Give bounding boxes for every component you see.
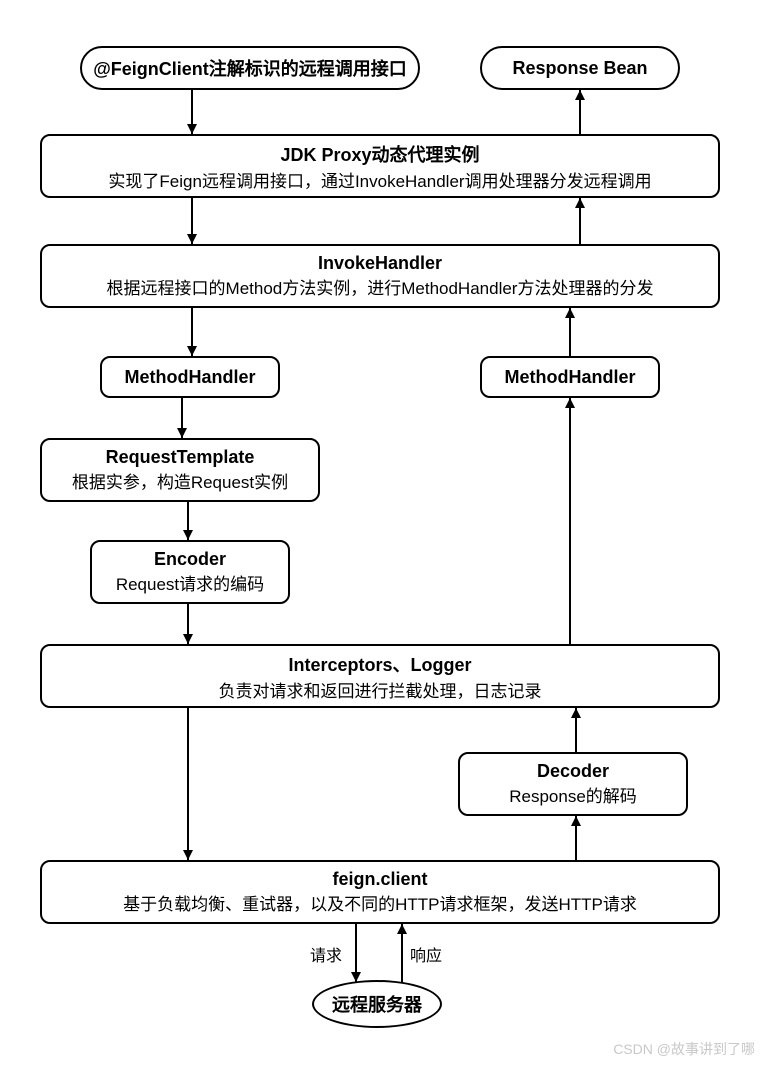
node-subtitle: 根据实参，构造Request实例	[72, 468, 288, 493]
node-title: InvokeHandler	[318, 253, 442, 274]
node-title: MethodHandler	[124, 367, 255, 388]
node-subtitle: 基于负载均衡、重试器，以及不同的HTTP请求框架，发送HTTP请求	[123, 890, 637, 915]
node-responseBean: Response Bean	[480, 46, 680, 90]
node-title: MethodHandler	[504, 367, 635, 388]
node-encoder: EncoderRequest请求的编码	[90, 540, 290, 604]
node-feignClient: @FeignClient注解标识的远程调用接口	[80, 46, 420, 90]
edge-label: 响应	[410, 942, 442, 966]
node-interceptors: Interceptors、Logger负责对请求和返回进行拦截处理，日志记录	[40, 644, 720, 708]
node-subtitle: Request请求的编码	[116, 570, 264, 595]
edge-label: 请求	[310, 942, 342, 966]
watermark: CSDN @故事讲到了哪	[613, 1039, 755, 1059]
node-methodHandlerR: MethodHandler	[480, 356, 660, 398]
node-subtitle: Response的解码	[509, 782, 637, 807]
node-title: feign.client	[332, 869, 427, 890]
node-methodHandlerL: MethodHandler	[100, 356, 280, 398]
node-title: 远程服务器	[332, 991, 422, 1017]
node-subtitle: 实现了Feign远程调用接口，通过InvokeHandler调用处理器分发远程调…	[108, 167, 651, 192]
node-invokeHandler: InvokeHandler根据远程接口的Method方法实例，进行MethodH…	[40, 244, 720, 308]
node-server: 远程服务器	[312, 980, 442, 1028]
node-title: JDK Proxy动态代理实例	[280, 141, 479, 167]
node-subtitle: 根据远程接口的Method方法实例，进行MethodHandler方法处理器的分…	[107, 274, 654, 299]
node-subtitle: 负责对请求和返回进行拦截处理，日志记录	[219, 677, 542, 702]
node-requestTemplate: RequestTemplate根据实参，构造Request实例	[40, 438, 320, 502]
node-jdkProxy: JDK Proxy动态代理实例实现了Feign远程调用接口，通过InvokeHa…	[40, 134, 720, 198]
node-feignclient: feign.client基于负载均衡、重试器，以及不同的HTTP请求框架，发送H…	[40, 860, 720, 924]
node-title: Response Bean	[512, 58, 647, 79]
node-title: Decoder	[537, 761, 609, 782]
node-title: RequestTemplate	[106, 447, 255, 468]
node-title: Encoder	[154, 549, 226, 570]
node-title: @FeignClient注解标识的远程调用接口	[93, 55, 407, 81]
node-title: Interceptors、Logger	[288, 651, 471, 677]
node-decoder: DecoderResponse的解码	[458, 752, 688, 816]
